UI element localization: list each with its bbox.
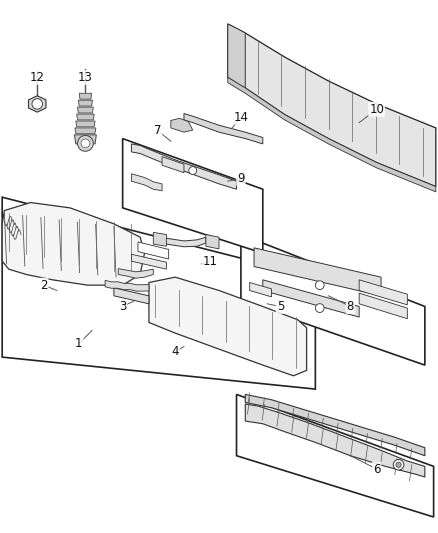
Polygon shape — [263, 280, 359, 317]
Text: 11: 11 — [203, 255, 218, 268]
Polygon shape — [245, 404, 425, 477]
Polygon shape — [241, 235, 425, 365]
Polygon shape — [153, 232, 166, 246]
Polygon shape — [2, 197, 315, 389]
Polygon shape — [149, 277, 307, 376]
Polygon shape — [138, 242, 169, 259]
Text: 8: 8 — [347, 300, 354, 313]
Text: 7: 7 — [154, 124, 162, 137]
Circle shape — [78, 135, 93, 151]
Text: 9: 9 — [237, 172, 245, 185]
Polygon shape — [162, 157, 184, 173]
Polygon shape — [131, 254, 166, 269]
Polygon shape — [28, 96, 46, 112]
Polygon shape — [74, 135, 96, 144]
Circle shape — [396, 462, 401, 467]
Polygon shape — [245, 394, 425, 456]
Polygon shape — [105, 280, 149, 291]
Text: 3: 3 — [119, 300, 126, 313]
Text: 2: 2 — [40, 279, 48, 292]
Polygon shape — [79, 93, 92, 99]
Polygon shape — [158, 236, 206, 247]
Polygon shape — [114, 288, 149, 304]
Polygon shape — [131, 174, 162, 191]
Polygon shape — [171, 118, 193, 132]
Polygon shape — [123, 139, 263, 253]
Text: 4: 4 — [171, 345, 179, 358]
Circle shape — [189, 167, 197, 174]
Polygon shape — [77, 114, 94, 120]
Text: 14: 14 — [233, 111, 248, 124]
Polygon shape — [131, 144, 237, 189]
Text: 5: 5 — [277, 300, 284, 313]
Circle shape — [32, 99, 42, 109]
Polygon shape — [78, 100, 92, 106]
Circle shape — [315, 304, 324, 312]
Polygon shape — [76, 121, 95, 127]
Polygon shape — [78, 107, 93, 113]
Polygon shape — [228, 77, 436, 192]
Polygon shape — [250, 282, 272, 297]
Polygon shape — [254, 248, 381, 296]
Circle shape — [315, 281, 324, 289]
Circle shape — [393, 459, 404, 470]
Polygon shape — [118, 269, 153, 278]
Polygon shape — [228, 24, 245, 88]
Polygon shape — [359, 293, 407, 319]
Polygon shape — [184, 114, 263, 144]
Polygon shape — [75, 128, 96, 134]
Polygon shape — [228, 24, 436, 187]
Text: 13: 13 — [78, 71, 93, 84]
Circle shape — [81, 139, 90, 148]
Polygon shape — [206, 235, 219, 249]
Text: 1: 1 — [75, 337, 83, 350]
Polygon shape — [2, 203, 145, 285]
Polygon shape — [237, 394, 434, 517]
Polygon shape — [359, 280, 407, 305]
Text: 10: 10 — [369, 103, 384, 116]
Text: 12: 12 — [30, 71, 45, 84]
Text: 6: 6 — [373, 463, 381, 475]
